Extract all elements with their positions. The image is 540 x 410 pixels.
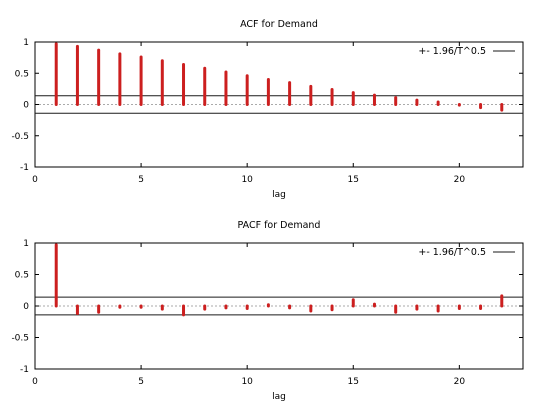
y-tick-label: 0.5: [15, 271, 29, 281]
y-tick-label: -1: [20, 163, 29, 173]
x-axis-label: lag: [272, 190, 286, 200]
legend-label: +- 1.96/T^0.5: [418, 247, 486, 258]
x-tick-label: 15: [348, 175, 359, 185]
x-tick-label: 0: [32, 175, 38, 185]
x-tick-label: 20: [454, 377, 466, 387]
x-axis-label: lag: [272, 392, 286, 402]
y-tick-label: -0.5: [11, 334, 29, 344]
y-tick-label: 1: [23, 38, 29, 48]
y-tick-label: -0.5: [11, 132, 29, 142]
x-tick-label: 5: [138, 377, 144, 387]
x-tick-label: 20: [454, 175, 466, 185]
x-tick-label: 5: [138, 175, 144, 185]
chart-title: ACF for Demand: [240, 19, 318, 30]
x-tick-label: 10: [241, 377, 253, 387]
y-tick-label: -1: [20, 365, 29, 375]
x-tick-label: 10: [241, 175, 253, 185]
y-tick-label: 0: [23, 101, 29, 111]
legend-label: +- 1.96/T^0.5: [418, 46, 486, 57]
y-tick-label: 0.5: [15, 69, 29, 79]
y-tick-label: 0: [23, 302, 29, 312]
x-tick-label: 0: [32, 377, 38, 387]
y-tick-label: 1: [23, 239, 29, 249]
x-tick-label: 15: [348, 377, 359, 387]
chart-title: PACF for Demand: [238, 220, 321, 231]
